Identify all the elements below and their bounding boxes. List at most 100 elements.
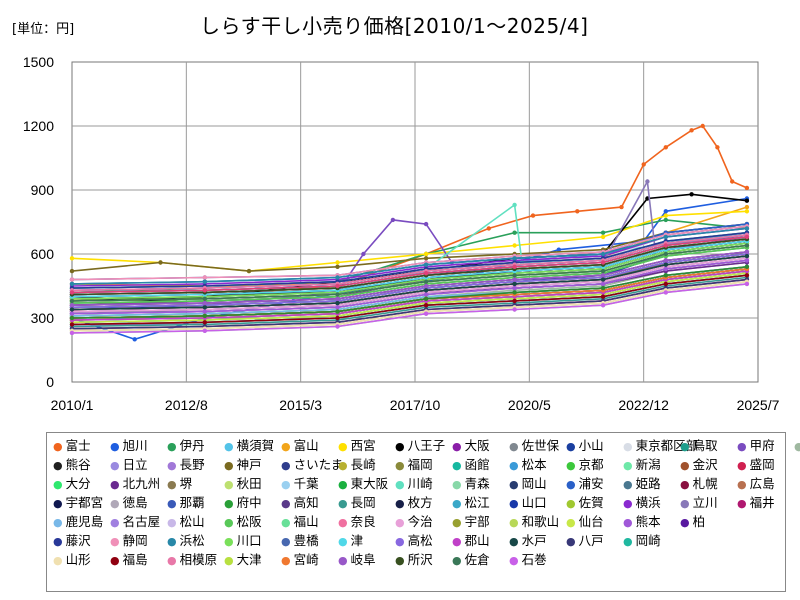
legend-label: 今治 [407,514,433,529]
legend-swatch: ● [338,478,348,491]
x-tick-label: 2017/10 [390,397,441,413]
data-point-水戸 [423,288,429,293]
legend-label: 京都 [578,457,604,472]
legend-label: 神戸 [236,457,262,472]
legend-swatch: ● [737,440,747,453]
legend-label: 富山 [293,438,319,453]
legend-item: ● 長野 [167,458,205,473]
data-point-佐倉 [202,296,207,301]
legend-item: ● 松阪 [224,515,262,530]
legend-label: 川口 [236,533,262,548]
legend-item: ● 日立 [110,458,148,473]
legend-swatch: ● [680,497,690,510]
legend-label: 北九州 [122,476,161,491]
data-point-厚木 [512,264,517,269]
data-point-伊丹 [663,217,668,223]
legend-label: 長野 [179,457,205,472]
data-point-富士 [744,185,750,191]
legend-label: 堺 [179,476,193,491]
legend-item: ● 豊橋 [281,534,319,549]
legend-label: 函館 [464,457,490,472]
data-point-厚木 [423,271,429,276]
legend-swatch: ● [167,478,177,491]
data-point-浜松 [744,226,750,231]
legend-label: 八王子 [407,438,446,453]
legend-item: ● 相模原 [167,553,217,568]
legend-label: 甲府 [749,438,775,453]
legend-label: 岡崎 [635,533,661,548]
legend-label: 柏 [692,514,706,529]
data-point-熊本 [335,305,340,310]
legend-label: 藤沢 [65,533,91,548]
legend-item: ● 那覇 [167,496,205,511]
data-point-岐阜 [512,277,517,282]
legend-item: ● 立川 [680,496,718,511]
data-point-甲府 [361,251,366,257]
data-point-甲府 [423,221,429,227]
data-point-八王子 [689,192,694,197]
legend-item: ● 千葉 [281,477,319,492]
data-point-岐阜 [423,283,429,289]
legend-item: ● 宇部 [452,515,490,530]
data-point-足利 [512,290,517,295]
data-point-石巻 [69,330,75,336]
legend-label: 山形 [65,552,91,567]
legend-item: ● 堺 [167,477,192,492]
legend-swatch: ● [395,535,405,548]
legend-swatch: ● [224,535,234,548]
legend-swatch: ● [281,535,291,548]
legend-item: ● 所沢 [395,553,433,568]
legend-item: ● 広島 [737,477,775,492]
legend-label: 川崎 [407,476,433,491]
data-point-岐阜 [744,249,750,255]
data-point-伊丹 [512,230,517,235]
legend-swatch: ● [281,478,291,491]
data-point-岐阜 [335,296,340,301]
legend-swatch: ● [452,554,462,567]
legend: ● 富士 ● 旭川 ● 伊丹 ● 横須賀 ● 富山 ● 西宮 ● 八王子 ● 大阪 ● 佐世保 ● 小山 ● 東京都区部 ●… [46,432,800,592]
line-chart: 0 300 600 900 1200 1500 2010/1 2012/8 2015/3 2017… [23,54,780,413]
data-point-熊本 [512,285,517,291]
legend-item: ● 徳島 [110,496,148,511]
legend-swatch: ● [167,535,177,548]
data-point-富士 [689,128,694,133]
legend-item: ● 大分 [53,477,91,492]
legend-item: ● 鹿児島 [53,515,103,530]
legend-swatch: ● [338,516,348,529]
legend-item: ● 岡崎 [623,534,661,549]
data-point-福島 [423,303,429,308]
legend-label: 長岡 [350,495,376,510]
x-tick-label: 2022/12 [618,397,669,413]
data-point-福島 [202,320,207,325]
legend-item: ● 横須賀 [224,439,274,454]
legend-label: 青森 [464,476,490,491]
legend-label: 浜松 [179,533,205,548]
legend-item: ● 鳥取 [680,439,718,454]
legend-item: ● 札幌 [680,477,718,492]
legend-item: ● 和歌山 [509,515,559,530]
legend-swatch: ● [509,535,519,548]
legend-item: ● 宮崎 [281,553,319,568]
unit-label: [単位：円] [12,22,75,37]
legend-swatch: ● [224,497,234,510]
data-point-熊本 [600,281,606,287]
legend-item: ● 八戸 [566,534,604,549]
legend-label: 横浜 [635,495,661,510]
legend-swatch: ● [566,497,576,510]
legend-swatch: ● [395,516,405,529]
x-tick-label: 2012/8 [165,397,208,413]
legend-swatch: ● [737,497,747,510]
legend-label: 宮崎 [293,552,319,567]
legend-item: ● 長崎 [338,458,376,473]
series-line-川口 [71,242,747,300]
data-point-佐倉 [600,268,606,274]
data-point-神戸 [335,264,340,269]
data-point-厚木 [663,243,668,248]
legend-label: 福山 [293,514,319,529]
data-point-熊本 [423,292,429,297]
legend-label: 佐倉 [464,552,490,567]
data-point-岐阜 [663,258,668,263]
legend-item: ● 横浜 [623,496,661,511]
legend-swatch: ● [509,497,519,510]
